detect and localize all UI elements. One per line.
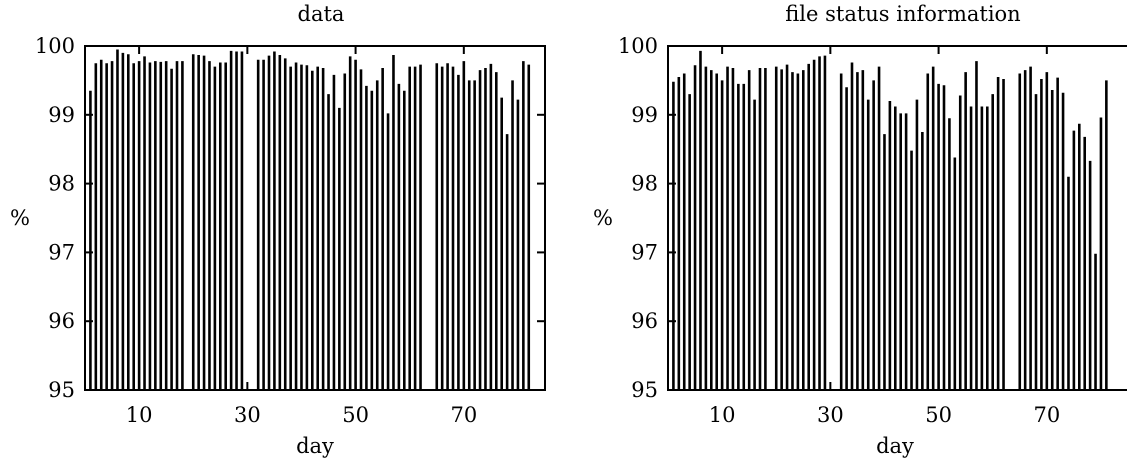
plot-frame <box>667 45 1127 391</box>
x-tick-label: 70 <box>450 403 477 427</box>
y-tick-label: 99 <box>48 103 75 127</box>
x-tick-label: 50 <box>342 403 369 427</box>
y-tick-label: 98 <box>631 172 658 196</box>
x-tick-label: 10 <box>709 403 736 427</box>
plot-frame <box>84 45 546 391</box>
y-tick-label: 95 <box>48 378 75 402</box>
y-tick-label: 98 <box>48 172 75 196</box>
x-tick-label: 30 <box>234 403 261 427</box>
x-tick-label: 50 <box>925 403 952 427</box>
y-tick-label: 95 <box>631 378 658 402</box>
x-tick-label: 30 <box>817 403 844 427</box>
y-tick-label: 97 <box>631 240 658 264</box>
y-axis-label: % <box>593 206 613 230</box>
x-tick-label: 70 <box>1033 403 1060 427</box>
tick-labels: 95 96 97 98 99 100 10 30 50 70 <box>35 34 477 427</box>
bar-series <box>89 49 531 390</box>
chart-title: data <box>298 2 345 26</box>
chart-file-status-information: file status information % day 95 96 97 98 99… <box>593 2 1127 458</box>
chart-title: file status information <box>785 2 1020 26</box>
y-tick-label: 100 <box>35 34 75 58</box>
bar-series <box>672 50 1108 390</box>
chart-data: data % day 95 96 97 98 99 100 10 30 50 70 <box>10 2 546 458</box>
y-tick-label: 99 <box>631 103 658 127</box>
axis-ticks <box>85 45 545 391</box>
tick-labels: 95 96 97 98 99 100 10 30 50 70 <box>618 34 1060 427</box>
y-tick-label: 96 <box>631 309 658 333</box>
x-tick-label: 10 <box>126 403 153 427</box>
y-tick-label: 97 <box>48 240 75 264</box>
axis-ticks <box>668 45 1048 391</box>
y-tick-label: 96 <box>48 309 75 333</box>
x-axis-label: day <box>876 434 914 458</box>
y-axis-label: % <box>10 206 30 230</box>
x-axis-label: day <box>296 434 334 458</box>
y-tick-label: 100 <box>618 34 658 58</box>
